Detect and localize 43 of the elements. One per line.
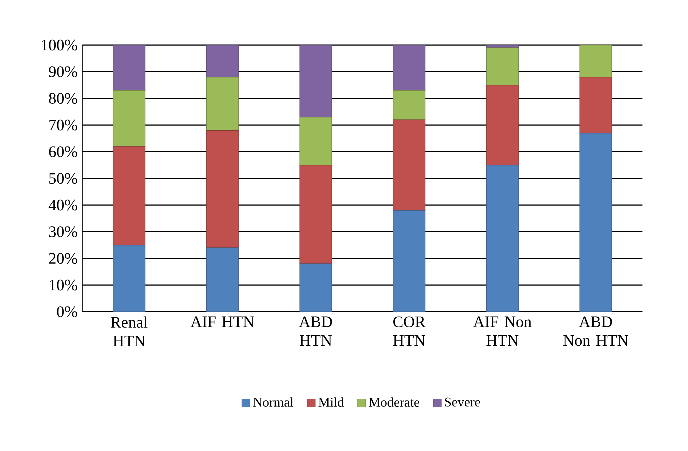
bar	[113, 245, 146, 312]
legend-label: Mild	[318, 398, 344, 408]
bar	[486, 48, 519, 86]
y-tick-label: 60%	[49, 146, 78, 158]
x-tick-label: ABD HTN	[299, 316, 332, 346]
bar	[393, 45, 426, 92]
x-tick-label: COR HTN	[393, 316, 426, 346]
bar	[206, 77, 239, 132]
bar	[113, 90, 146, 148]
bar	[113, 45, 146, 92]
legend-label: Normal	[254, 398, 294, 408]
bar	[580, 45, 612, 78]
legend-label: Moderate	[369, 398, 420, 408]
x-tick-label: ABD Non HTN	[564, 316, 629, 346]
y-tick-label: 70%	[50, 120, 78, 131]
legend-label: Severe	[445, 398, 480, 407]
bar	[393, 90, 426, 120]
y-tick-label: 10%	[50, 280, 78, 291]
bar	[393, 120, 426, 212]
x-tick-label: AIF Non HTN	[473, 316, 532, 346]
y-tick-label: 30%	[49, 226, 78, 238]
y-tick-label: 40%	[48, 200, 78, 211]
bar	[580, 77, 612, 134]
y-tick-label: 80%	[49, 93, 78, 104]
bar	[486, 165, 519, 312]
bar	[206, 130, 239, 248]
y-tick-label: 0%	[57, 306, 78, 318]
bar	[580, 133, 612, 312]
bar	[206, 45, 239, 78]
x-tick-label: AIF HTN	[190, 316, 254, 328]
y-tick-label: 20%	[49, 253, 78, 264]
bar	[113, 146, 146, 246]
bar	[486, 85, 519, 166]
bar	[300, 117, 332, 166]
bar	[300, 264, 332, 312]
y-tick-label: 100%	[42, 40, 78, 51]
y-tick-label: 90%	[49, 66, 78, 78]
y-tick-label: 50%	[50, 173, 78, 184]
bar	[393, 210, 426, 312]
x-tick-label: Renal HTN	[111, 316, 148, 347]
bar	[206, 248, 239, 312]
bar	[300, 165, 332, 264]
bar	[300, 45, 332, 118]
